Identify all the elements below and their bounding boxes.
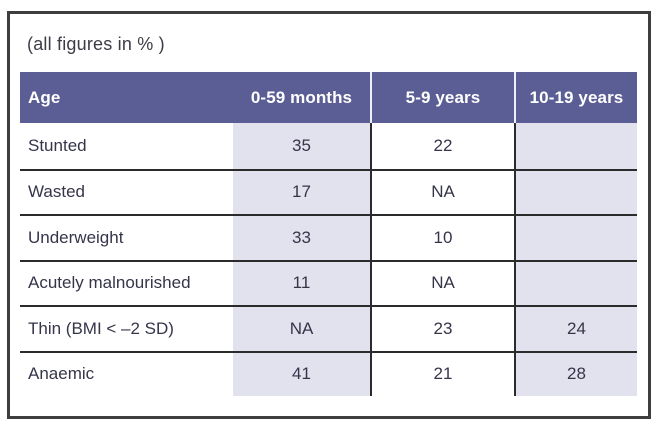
value-cell: 22: [370, 123, 514, 169]
row-label: Underweight: [28, 227, 124, 247]
value-cell: NA: [370, 261, 514, 305]
table-row-acutely-malnourished: Acutely malnourished 11 NA: [20, 259, 637, 305]
value-cell: 33: [233, 216, 370, 260]
value-cell: 17: [233, 170, 370, 214]
table-row-anaemic: Anaemic 41 21 28: [20, 350, 637, 396]
table-row-underweight: Underweight 33 10: [20, 214, 637, 260]
value-cell: 35: [233, 123, 370, 169]
value-cell: [514, 170, 637, 214]
nutrition-status-table: Age 0-59 months 5-9 years 10-19 years St…: [20, 72, 637, 396]
table-header-row: Age 0-59 months 5-9 years 10-19 years: [20, 72, 637, 123]
value-cell: [514, 261, 637, 305]
value-cell: 28: [514, 352, 637, 396]
value-cell: 23: [370, 307, 514, 351]
value-cell: 11: [233, 261, 370, 305]
outer-frame-border: [7, 11, 651, 419]
value-cell: 10: [370, 216, 514, 260]
row-label: Acutely malnourished: [28, 273, 191, 293]
table-row-wasted: Wasted 17 NA: [20, 168, 637, 214]
value-cell: NA: [370, 170, 514, 214]
header-cell-age: Age: [28, 87, 61, 107]
value-cell: 21: [370, 352, 514, 396]
header-cell-0-59-months: 0-59 months: [250, 87, 353, 107]
table-caption: (all figures in % ): [27, 34, 165, 54]
table-row-stunted: Stunted 35 22: [20, 123, 637, 169]
value-cell: 24: [514, 307, 637, 351]
value-cell: [514, 216, 637, 260]
row-label: Thin (BMI < –2 SD): [28, 318, 174, 338]
value-cell: [514, 123, 637, 169]
row-label: Wasted: [28, 182, 86, 202]
value-cell: 41: [233, 352, 370, 396]
header-cell-10-19-years: 10-19 years: [514, 72, 637, 123]
row-label: Anaemic: [28, 364, 95, 384]
value-cell: NA: [233, 307, 370, 351]
header-cell-5-9-years: 5-9 years: [370, 72, 514, 123]
row-label: Stunted: [28, 135, 87, 155]
table-row-thin-bmi: Thin (BMI < –2 SD) NA 23 24: [20, 305, 637, 351]
